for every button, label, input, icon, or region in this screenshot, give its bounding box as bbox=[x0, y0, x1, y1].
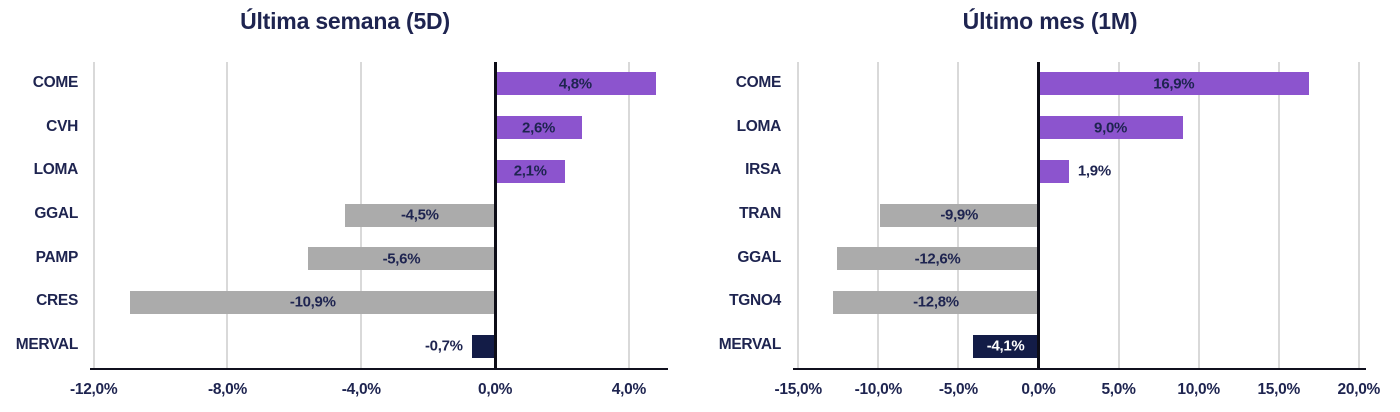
bar-pamp bbox=[307, 247, 496, 271]
plot-area bbox=[793, 62, 1366, 370]
category-label-cvh: CVH bbox=[46, 117, 78, 135]
bar-value-come: 4,8% bbox=[558, 75, 592, 93]
bar-value-tgno4: -12,8% bbox=[913, 293, 959, 311]
x-tick-label: 20,0% bbox=[1337, 381, 1381, 398]
zero-axis-line bbox=[1036, 62, 1040, 370]
gridline bbox=[226, 62, 229, 368]
bar-ggal bbox=[836, 247, 1039, 271]
category-label-tgno4: TGNO4 bbox=[729, 292, 781, 310]
plot-area bbox=[90, 62, 668, 370]
x-tick-label: 5,0% bbox=[1101, 381, 1136, 398]
gridline bbox=[797, 62, 800, 368]
bar-loma bbox=[495, 159, 566, 183]
chart-ultimo-mes-1m: Último mes (1M) -15,0% -10,0% -5,0% 0,0% 5,0… bbox=[700, 0, 1400, 412]
chart-ultima-semana-5d: Última semana (5D) -12,0% -8,0% -4,0% 0,0% 4… bbox=[0, 0, 690, 412]
bar-loma bbox=[1038, 116, 1183, 140]
bar-value-ggal: -4,5% bbox=[400, 206, 439, 224]
bar-value-loma: 2,1% bbox=[513, 162, 547, 180]
bar-come bbox=[1038, 72, 1310, 96]
x-tick-label: 10,0% bbox=[1177, 381, 1220, 398]
bar-value-come: 16,9% bbox=[1153, 75, 1195, 93]
x-tick-label: -15,0% bbox=[774, 381, 823, 398]
zero-axis-line bbox=[493, 62, 497, 370]
bar-merval bbox=[471, 334, 496, 358]
category-label-merval: MERVAL bbox=[15, 336, 79, 354]
bar-value-ggal: -12,6% bbox=[914, 250, 961, 268]
bar-cres bbox=[130, 290, 496, 314]
bar-value-merval: -4,1% bbox=[986, 337, 1025, 355]
x-tick-label: 0,0% bbox=[1021, 381, 1056, 398]
bar-value-cres: -10,9% bbox=[289, 293, 336, 311]
chart-title-week: Última semana (5D) bbox=[240, 8, 450, 34]
category-label-cres: CRES bbox=[36, 292, 78, 310]
x-tick-label: -4,0% bbox=[341, 381, 381, 398]
chart-title-month: Último mes (1M) bbox=[962, 8, 1138, 34]
bar-cvh bbox=[495, 116, 583, 140]
bar-value-cvh: 2,6% bbox=[522, 119, 556, 137]
category-label-irsa: IRSA bbox=[745, 161, 781, 179]
bar-value-loma: 9,0% bbox=[1094, 119, 1128, 137]
gridline bbox=[877, 62, 880, 368]
x-tick-label: -12,0% bbox=[70, 381, 118, 398]
category-label-merval: MERVAL bbox=[718, 336, 782, 354]
bar-value-merval: -0,7% bbox=[424, 337, 463, 355]
bar-value-tran: -9,9% bbox=[940, 206, 979, 224]
x-tick-label: 0,0% bbox=[477, 381, 513, 398]
bar-ggal bbox=[344, 203, 496, 227]
category-label-pamp: PAMP bbox=[35, 248, 79, 266]
x-tick-label: -5,0% bbox=[938, 381, 978, 398]
category-label-ggal: GGAL bbox=[737, 248, 781, 266]
gridline bbox=[1197, 62, 1200, 368]
bar-value-irsa: 1,9% bbox=[1077, 162, 1111, 180]
gridline bbox=[92, 62, 95, 368]
x-tick-label: 4,0% bbox=[611, 381, 646, 398]
bar-merval bbox=[972, 334, 1039, 358]
x-tick-label: -10,0% bbox=[854, 381, 903, 398]
x-tick-label: -8,0% bbox=[207, 381, 247, 398]
bar-tran bbox=[879, 203, 1039, 227]
bar-come bbox=[495, 72, 656, 96]
category-label-come: COME bbox=[32, 73, 79, 91]
gridline bbox=[627, 62, 630, 368]
bar-tgno4 bbox=[833, 290, 1039, 314]
category-label-come: COME bbox=[735, 73, 782, 91]
gridline bbox=[1117, 62, 1120, 368]
x-axis-line bbox=[90, 367, 668, 370]
x-axis-line bbox=[793, 367, 1366, 370]
category-label-tran: TRAN bbox=[739, 205, 781, 222]
category-label-loma: LOMA bbox=[736, 117, 782, 135]
gridline bbox=[1357, 62, 1360, 368]
bar-irsa bbox=[1038, 159, 1069, 183]
x-tick-label: 15,0% bbox=[1257, 381, 1300, 398]
category-label-ggal: GGAL bbox=[34, 205, 78, 222]
gridline bbox=[1277, 62, 1280, 368]
bar-value-pamp: -5,6% bbox=[382, 250, 421, 268]
category-label-loma: LOMA bbox=[33, 161, 79, 179]
